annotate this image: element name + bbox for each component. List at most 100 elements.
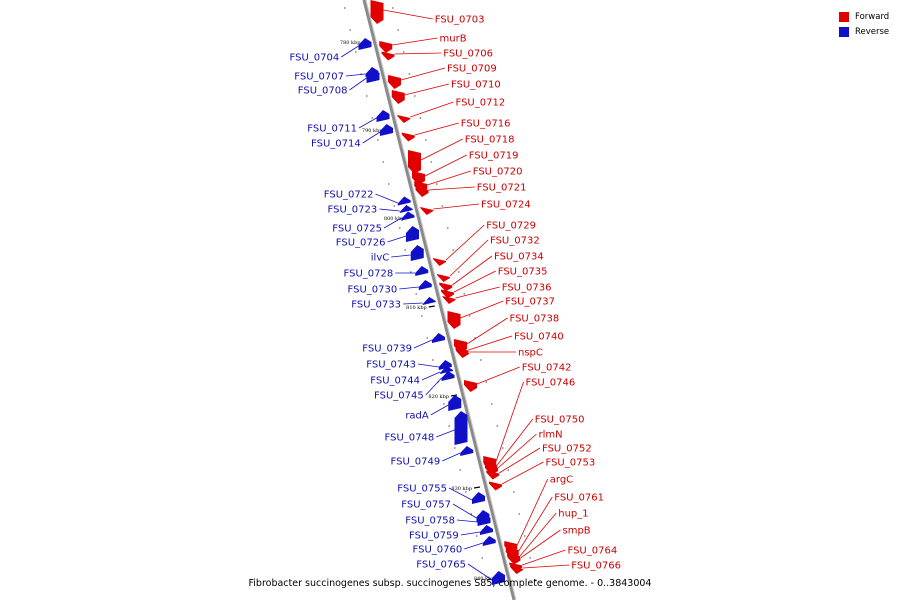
leader-FSU_0753 bbox=[501, 461, 544, 485]
gene-label-FSU_0744: FSU_0744 bbox=[370, 376, 420, 387]
gene-label-FSU_0732: FSU_0732 bbox=[490, 236, 540, 247]
leader-FSU_0723 bbox=[379, 208, 400, 212]
gene-label-argC: argC bbox=[550, 475, 573, 486]
gene-label-FSU_0745: FSU_0745 bbox=[374, 391, 424, 402]
leader-argC bbox=[516, 478, 549, 546]
gene-feature-FSU_0723 bbox=[399, 205, 413, 213]
gene-label-FSU_0733: FSU_0733 bbox=[351, 300, 401, 311]
gene-label-FSU_0706: FSU_0706 bbox=[443, 49, 493, 60]
gene-label-FSU_0740: FSU_0740 bbox=[514, 332, 564, 343]
leader-FSU_0749 bbox=[442, 452, 461, 462]
leader-murB bbox=[392, 37, 438, 46]
leader-FSU_0738 bbox=[466, 317, 508, 345]
gene-feature-FSU_0735 bbox=[441, 289, 454, 299]
gene-label-FSU_0703: FSU_0703 bbox=[435, 15, 485, 26]
tick-label-830 kbp: 830 kbp bbox=[451, 486, 472, 492]
gene-label-FSU_0724: FSU_0724 bbox=[481, 200, 531, 211]
gene-label-FSU_0753: FSU_0753 bbox=[546, 458, 596, 469]
leader-FSU_0704 bbox=[341, 45, 359, 58]
gene-label-murB: murB bbox=[440, 34, 467, 45]
leader-FSU_0755 bbox=[448, 487, 473, 501]
gene-feature-FSU_0765 bbox=[492, 571, 505, 585]
reverse-swatch bbox=[839, 26, 849, 37]
gene-feature-FSU_0726 bbox=[406, 226, 419, 242]
leader-FSU_0735 bbox=[453, 270, 496, 293]
gene-label-FSU_0707: FSU_0707 bbox=[294, 72, 344, 83]
forward-swatch bbox=[839, 11, 849, 22]
leader-FSU_0750 bbox=[496, 418, 534, 466]
leader-FSU_0746 bbox=[495, 381, 524, 462]
gene-label-FSU_0728: FSU_0728 bbox=[344, 269, 394, 280]
gene-label-FSU_0752: FSU_0752 bbox=[542, 444, 592, 455]
gene-feature-FSU_0710 bbox=[391, 90, 405, 104]
gene-label-FSU_0743: FSU_0743 bbox=[366, 360, 416, 371]
leader-ilvC bbox=[391, 254, 411, 258]
gene-feature-FSU_0704 bbox=[358, 38, 372, 50]
leader-FSU_0739 bbox=[413, 339, 433, 349]
gene-feature-FSU_0744 bbox=[440, 366, 453, 374]
gene-feature-nspC bbox=[456, 350, 469, 358]
tick-label-810 kbp: 810 kbp bbox=[406, 305, 427, 311]
gene-label-FSU_0718: FSU_0718 bbox=[465, 135, 515, 146]
gene-feature-ilvC bbox=[410, 245, 424, 261]
gene-label-hup_1: hup_1 bbox=[558, 509, 588, 520]
leader-FSU_0748 bbox=[436, 429, 455, 438]
gene-label-FSU_0737: FSU_0737 bbox=[505, 297, 555, 308]
gene-label-FSU_0742: FSU_0742 bbox=[522, 363, 572, 374]
leader-FSU_0752 bbox=[499, 447, 541, 474]
gene-label-nspC: nspC bbox=[518, 348, 543, 359]
leader-FSU_0708 bbox=[349, 77, 367, 91]
gene-feature-FSU_0730 bbox=[418, 280, 432, 290]
gene-label-FSU_0719: FSU_0719 bbox=[469, 151, 519, 162]
leader-FSU_0734 bbox=[452, 255, 493, 286]
leader-FSU_0722 bbox=[375, 193, 398, 204]
gene-feature-FSU_0706 bbox=[381, 51, 395, 61]
leader-FSU_0709 bbox=[400, 67, 446, 81]
gene-label-FSU_0765: FSU_0765 bbox=[416, 560, 466, 571]
leader-FSU_0726 bbox=[387, 235, 407, 243]
leader-FSU_0720 bbox=[427, 170, 471, 186]
gene-feature-radA bbox=[448, 395, 462, 411]
leader-FSU_0766 bbox=[522, 564, 570, 569]
gene-feature-FSU_0733 bbox=[422, 297, 436, 305]
gene-label-FSU_0750: FSU_0750 bbox=[535, 415, 585, 426]
leader-smpB bbox=[520, 529, 561, 559]
legend-reverse-label: Reverse bbox=[855, 26, 890, 37]
gene-label-FSU_0729: FSU_0729 bbox=[486, 221, 536, 232]
tick-mark-820 kbp bbox=[450, 394, 458, 397]
gene-feature-FSU_0736 bbox=[442, 296, 456, 304]
gene-feature-FSU_0724 bbox=[420, 207, 434, 215]
gene-label-FSU_0759: FSU_0759 bbox=[409, 531, 459, 542]
gene-feature-FSU_0753 bbox=[489, 481, 502, 491]
gene-label-FSU_0749: FSU_0749 bbox=[391, 457, 441, 468]
leader-FSU_0730 bbox=[399, 286, 419, 290]
tick-label-840 kbp: 840 kbp bbox=[474, 576, 495, 582]
gene-feature-FSU_0749 bbox=[460, 446, 474, 456]
gene-label-FSU_0766: FSU_0766 bbox=[571, 561, 621, 572]
gene-label-ilvC: ilvC bbox=[371, 253, 389, 264]
leader-FSU_0736 bbox=[455, 286, 500, 299]
gene-label-smpB: smpB bbox=[563, 526, 591, 537]
gene-label-FSU_0730: FSU_0730 bbox=[348, 285, 398, 296]
gene-label-FSU_0714: FSU_0714 bbox=[311, 139, 361, 150]
leader-FSU_0758 bbox=[456, 519, 478, 523]
gene-feature-FSU_0739 bbox=[432, 333, 445, 343]
gene-label-FSU_0736: FSU_0736 bbox=[502, 283, 552, 294]
gene-feature-FSU_0752 bbox=[486, 470, 500, 480]
label-leaders bbox=[341, 9, 570, 581]
gene-feature-FSU_0755 bbox=[472, 492, 485, 504]
gene-feature-smpB bbox=[507, 555, 521, 565]
gene-feature-FSU_0718 bbox=[408, 150, 421, 174]
leader-hup_1 bbox=[519, 512, 557, 557]
gene-label-FSU_0704: FSU_0704 bbox=[290, 53, 340, 64]
leader-FSU_0716 bbox=[414, 122, 459, 136]
leader-radA bbox=[430, 404, 449, 416]
gene-feature-FSU_0737 bbox=[447, 311, 461, 329]
gene-feature-FSU_0742 bbox=[464, 380, 477, 392]
gene-feature-FSU_0748 bbox=[454, 411, 468, 445]
legend-forward-label: Forward bbox=[855, 11, 890, 22]
leader-FSU_0707 bbox=[345, 73, 366, 77]
gene-label-FSU_0720: FSU_0720 bbox=[473, 167, 523, 178]
gene-feature-FSU_0708 bbox=[366, 69, 380, 83]
